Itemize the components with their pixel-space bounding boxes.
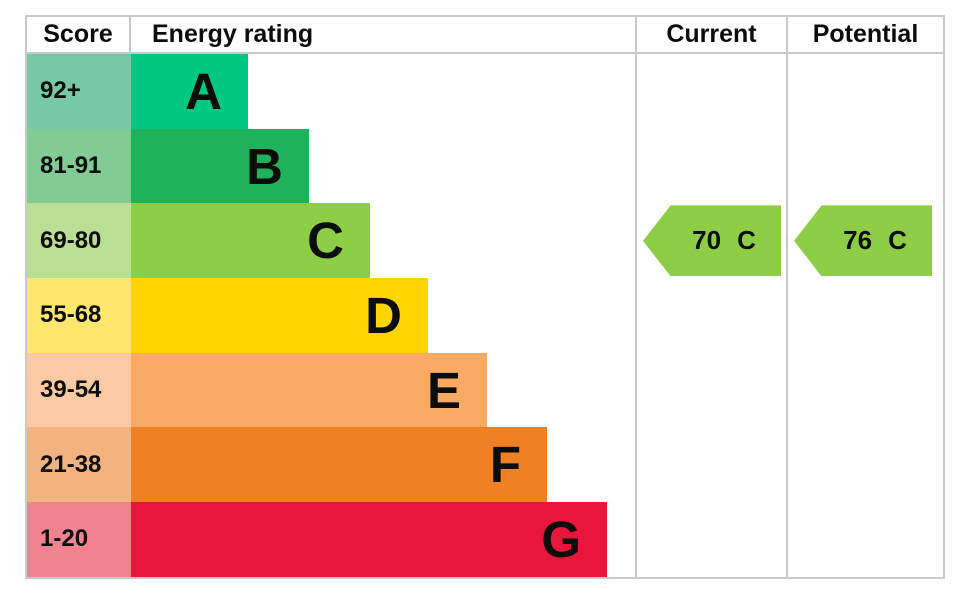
- score-range-label: 55-68: [40, 301, 102, 329]
- current-rating-letter: C: [737, 225, 756, 256]
- band-bar-cell-f: F: [131, 427, 635, 503]
- band-bar-a: A: [131, 54, 248, 129]
- header-energy-rating: Energy rating: [131, 17, 635, 54]
- score-range-label: 39-54: [40, 376, 102, 404]
- band-letter-d: D: [365, 286, 402, 344]
- score-range-f: 21-38: [27, 427, 131, 503]
- band-bar-cell-c: C: [131, 203, 635, 279]
- band-letter-c: C: [307, 212, 344, 270]
- band-bar-cell-g: G: [131, 502, 635, 577]
- band-bar-cell-a: A: [131, 54, 635, 129]
- current-rating-arrow: 70 C: [643, 205, 781, 277]
- band-bar-cell-e: E: [131, 352, 635, 428]
- band-bar-d: D: [131, 278, 428, 353]
- header-potential: Potential: [786, 17, 943, 54]
- score-range-e: 39-54: [27, 352, 131, 428]
- band-letter-f: F: [489, 436, 521, 494]
- score-range-label: 81-91: [40, 152, 102, 180]
- current-score-value: 70: [692, 225, 722, 256]
- potential-rating-letter: C: [888, 225, 907, 256]
- band-bar-cell-b: B: [131, 128, 635, 204]
- current-column: 70 C: [635, 54, 786, 577]
- header-score: Score: [27, 17, 131, 54]
- band-bar-f: F: [131, 427, 547, 503]
- potential-score-value: 76: [843, 225, 873, 256]
- potential-rating-arrow: 76 C: [794, 205, 932, 277]
- score-range-b: 81-91: [27, 128, 131, 204]
- band-bar-e: E: [131, 352, 487, 428]
- score-range-label: 92+: [40, 77, 81, 105]
- band-letter-g: G: [541, 510, 581, 568]
- score-range-g: 1-20: [27, 502, 131, 577]
- band-bar-g: G: [131, 502, 607, 577]
- band-letter-b: B: [246, 137, 283, 195]
- score-range-c: 69-80: [27, 203, 131, 279]
- band-letter-e: E: [426, 361, 461, 419]
- band-bar-cell-d: D: [131, 278, 635, 353]
- score-range-a: 92+: [27, 54, 131, 129]
- band-letter-a: A: [185, 62, 222, 120]
- header-current: Current: [635, 17, 786, 54]
- epc-table: Score Energy rating Current Potential 92…: [25, 15, 945, 579]
- score-range-label: 69-80: [40, 226, 102, 254]
- score-range-d: 55-68: [27, 278, 131, 353]
- potential-column: 76 C: [786, 54, 943, 577]
- score-range-label: 21-38: [40, 450, 102, 478]
- band-bar-c: C: [131, 203, 370, 279]
- band-bar-b: B: [131, 128, 309, 204]
- score-range-label: 1-20: [40, 525, 89, 553]
